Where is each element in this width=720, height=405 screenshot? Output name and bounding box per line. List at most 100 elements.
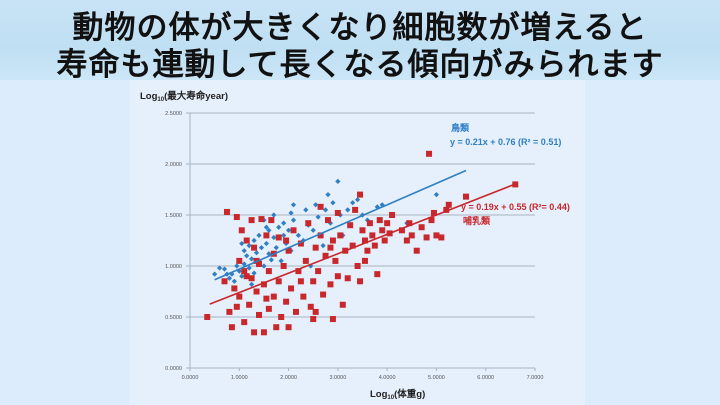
mammal-point bbox=[251, 244, 258, 251]
mammal-point bbox=[305, 220, 312, 227]
x-axis-title: Log10(体重g) bbox=[370, 388, 425, 401]
mammal-point bbox=[359, 227, 366, 234]
mammal-point bbox=[398, 227, 405, 234]
mammal-point bbox=[258, 216, 265, 223]
y-tick-label: 0.0000 bbox=[165, 366, 182, 372]
mammal-point bbox=[329, 237, 336, 244]
mammal-point bbox=[445, 201, 452, 208]
mammal-point bbox=[273, 324, 280, 331]
mammal-point bbox=[312, 308, 319, 315]
bird-trend-equation: y = 0.21x + 0.76 (R² = 0.51) bbox=[450, 137, 561, 147]
bird-point bbox=[322, 207, 329, 213]
mammal-point bbox=[433, 232, 440, 239]
mammal-point bbox=[364, 247, 371, 254]
mammal-point bbox=[413, 247, 420, 254]
mammal-point bbox=[256, 311, 262, 318]
bird-point bbox=[246, 243, 252, 249]
mammal-point bbox=[283, 237, 290, 244]
mammal-point bbox=[221, 278, 228, 285]
bird-point bbox=[281, 232, 287, 238]
bird-point bbox=[263, 240, 269, 247]
mammal-point bbox=[317, 203, 324, 210]
bird-point bbox=[249, 256, 255, 262]
bird-point bbox=[335, 178, 341, 184]
mammal-point bbox=[317, 232, 324, 239]
bird-point bbox=[290, 202, 297, 208]
mammal-point bbox=[248, 275, 255, 282]
bird-point bbox=[315, 214, 321, 220]
bird-point bbox=[249, 281, 255, 287]
x-tick-label: 7.0000 bbox=[527, 375, 544, 381]
bird-point bbox=[212, 271, 218, 277]
mammal-point bbox=[320, 291, 327, 298]
mammal-point bbox=[322, 252, 329, 259]
x-tick-label: 5.0000 bbox=[428, 375, 445, 381]
mammal-point bbox=[339, 301, 346, 308]
mammal-point bbox=[361, 237, 368, 244]
mammal-point bbox=[310, 316, 317, 323]
mammal-point bbox=[268, 217, 275, 224]
trendlines bbox=[209, 169, 516, 305]
x-tick-label: 3.0000 bbox=[329, 375, 346, 381]
bird-point bbox=[266, 227, 272, 233]
bird-point bbox=[288, 210, 294, 216]
bird-point bbox=[231, 278, 237, 284]
mammal-point bbox=[428, 217, 435, 224]
mammal-point bbox=[280, 263, 287, 269]
mammal-point bbox=[231, 285, 238, 292]
bird-series-label: 鳥類 bbox=[451, 122, 470, 133]
bird-point bbox=[285, 227, 292, 233]
mammal-point bbox=[352, 206, 359, 213]
x-tick-label: 0.0000 bbox=[182, 375, 199, 381]
mammal-point bbox=[204, 314, 211, 320]
background-right bbox=[585, 80, 720, 405]
mammal-point bbox=[418, 224, 425, 231]
mammal-point bbox=[369, 232, 376, 239]
mammal-point bbox=[295, 268, 302, 275]
bird-point bbox=[246, 265, 252, 271]
mammal-point bbox=[334, 273, 341, 280]
bird-point bbox=[310, 227, 316, 233]
mammal-point bbox=[263, 295, 270, 302]
mammal-point bbox=[366, 220, 373, 227]
bird-point bbox=[221, 266, 228, 272]
mammal-point bbox=[285, 324, 292, 331]
bird-point bbox=[433, 192, 440, 198]
mammal-point bbox=[344, 275, 351, 282]
mammal-point bbox=[283, 298, 290, 305]
mammal-point bbox=[426, 150, 433, 157]
bird-point bbox=[271, 234, 277, 241]
mammal-point bbox=[241, 268, 248, 275]
mammal-trendline bbox=[209, 183, 516, 305]
mammal-point bbox=[246, 301, 253, 308]
headline-line-1: 動物の体が大きくなり細胞数が増えると bbox=[72, 10, 648, 46]
mammal-point bbox=[288, 285, 295, 292]
mammal-point bbox=[443, 206, 450, 213]
mammal-point bbox=[389, 212, 396, 218]
mammal-point bbox=[260, 281, 267, 288]
mammal-point bbox=[423, 234, 430, 241]
bird-point bbox=[268, 257, 274, 263]
mammal-point bbox=[265, 268, 272, 275]
bird-point bbox=[354, 197, 361, 203]
bird-point bbox=[263, 224, 269, 230]
bird-point bbox=[251, 270, 257, 276]
mammal-point bbox=[357, 278, 364, 285]
bird-point bbox=[239, 240, 245, 247]
x-tick-label: 2.0000 bbox=[280, 375, 297, 381]
bird-point bbox=[330, 200, 336, 206]
mammal-point bbox=[438, 234, 445, 241]
bird-point bbox=[239, 273, 245, 279]
mammal-point bbox=[253, 288, 260, 295]
bird-point bbox=[234, 263, 240, 269]
mammal-point bbox=[236, 257, 243, 264]
bird-point bbox=[320, 243, 326, 249]
mammal-point bbox=[379, 227, 386, 234]
bird-point bbox=[266, 251, 272, 257]
mammal-point bbox=[376, 217, 383, 224]
mammal-point bbox=[263, 232, 270, 239]
mammal-point bbox=[236, 293, 243, 300]
mammal-series-label: 哺乳類 bbox=[463, 215, 491, 226]
mammal-point bbox=[307, 303, 314, 310]
